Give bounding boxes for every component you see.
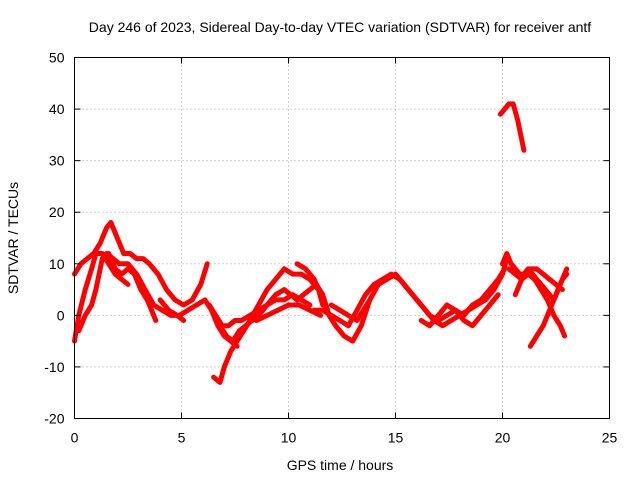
y-axis-label: SDTVAR / TECUs: [5, 182, 21, 294]
y-tick-label: 0: [57, 307, 65, 323]
x-tick-label: 15: [388, 430, 404, 446]
series-track-h: [206, 292, 313, 329]
y-tick-label: -20: [44, 411, 64, 427]
y-tick-label: 30: [49, 153, 65, 169]
y-tick-label: -10: [44, 359, 64, 375]
y-tick-label: 50: [49, 50, 65, 66]
x-tick-labels: 0 5 10 15 20 25: [71, 430, 618, 446]
x-axis-label: GPS time / hours: [287, 457, 394, 473]
y-tick-label: 10: [49, 256, 65, 272]
y-tick-labels: -20 -10 0 10 20 30 40 50: [44, 50, 64, 427]
series-track-e: [157, 297, 187, 323]
data-series: [72, 101, 570, 385]
x-tick-label: 10: [281, 430, 297, 446]
series-track-c: [76, 251, 159, 334]
series-track-j: [294, 261, 508, 344]
x-tick-label: 5: [178, 430, 186, 446]
x-tick-label: 25: [602, 430, 618, 446]
series-track-m: [418, 292, 501, 329]
chart-title: Day 246 of 2023, Sidereal Day-to-day VTE…: [89, 19, 592, 35]
x-tick-label: 20: [495, 430, 511, 446]
series-track-f: [211, 266, 326, 385]
x-tick-label: 0: [71, 430, 79, 446]
series-track-i: [253, 302, 324, 323]
series-track-b: [72, 251, 131, 344]
series-track-k: [311, 256, 510, 329]
y-tick-label: 40: [49, 101, 65, 117]
y-tick-label: 20: [49, 204, 65, 220]
grid-lines: [74, 57, 610, 419]
series-track-r: [497, 101, 527, 153]
series-track-l: [328, 297, 373, 323]
plot-frame: [74, 57, 610, 419]
axis-ticks: [74, 57, 610, 419]
series-track-q: [527, 266, 570, 349]
series-track-g: [217, 281, 332, 344]
